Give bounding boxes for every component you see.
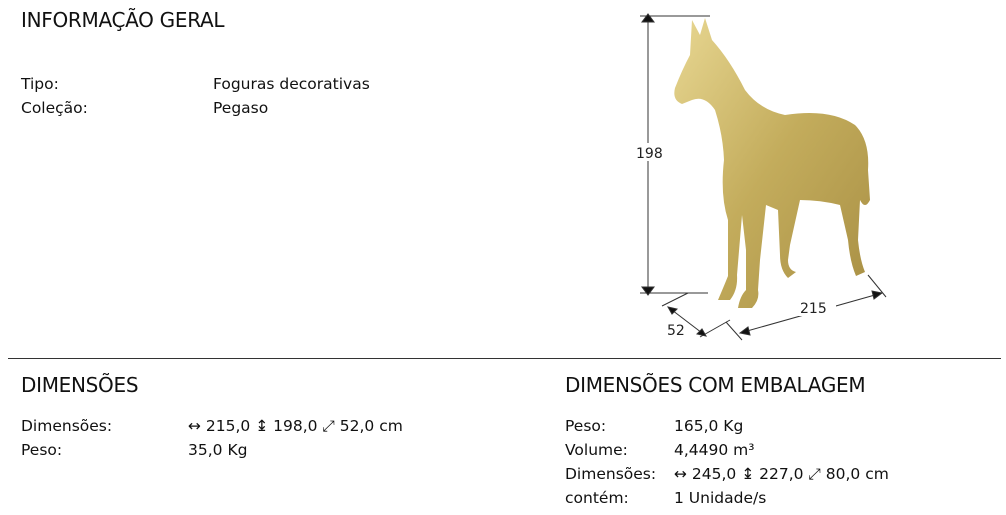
dim-value: ↔ 215,0 ↨ 198,0 ⤢ 52,0 cm <box>188 417 403 435</box>
dim-label: Peso: <box>21 441 63 459</box>
depth-label: 52 <box>667 323 685 339</box>
dim-label: Dimensões: <box>21 417 113 435</box>
pack-label: contém: <box>565 489 629 507</box>
dim-value: 35,0 Kg <box>188 441 248 459</box>
pack-value: ↔ 245,0 ↨ 227,0 ⤢ 80,0 cm <box>674 465 889 483</box>
info-value: Pegaso <box>213 99 269 117</box>
dimensions-title: DIMENSÕES <box>21 373 139 397</box>
horse-dimension-drawing: 198 52 215 <box>634 13 887 341</box>
pack-label: Volume: <box>565 441 628 459</box>
section-divider <box>8 358 1001 359</box>
pack-label: Dimensões: <box>565 465 657 483</box>
info-label: Coleção: <box>21 99 88 117</box>
info-value: Foguras decorativas <box>213 75 370 93</box>
width-label: 215 <box>800 301 827 317</box>
pack-value: 1 Unidade/s <box>674 489 767 507</box>
packaging-title: DIMENSÕES COM EMBALAGEM <box>565 373 866 397</box>
pack-value: 165,0 Kg <box>674 417 744 435</box>
pack-label: Peso: <box>565 417 607 435</box>
horse-figure <box>674 18 870 308</box>
product-image: 198 52 215 <box>620 0 900 345</box>
height-label: 198 <box>636 146 663 162</box>
info-label: Tipo: <box>21 75 59 93</box>
general-info-title: INFORMAÇÃO GERAL <box>21 8 225 32</box>
dimension-lines <box>640 13 887 341</box>
pack-value: 4,4490 m³ <box>674 441 755 459</box>
